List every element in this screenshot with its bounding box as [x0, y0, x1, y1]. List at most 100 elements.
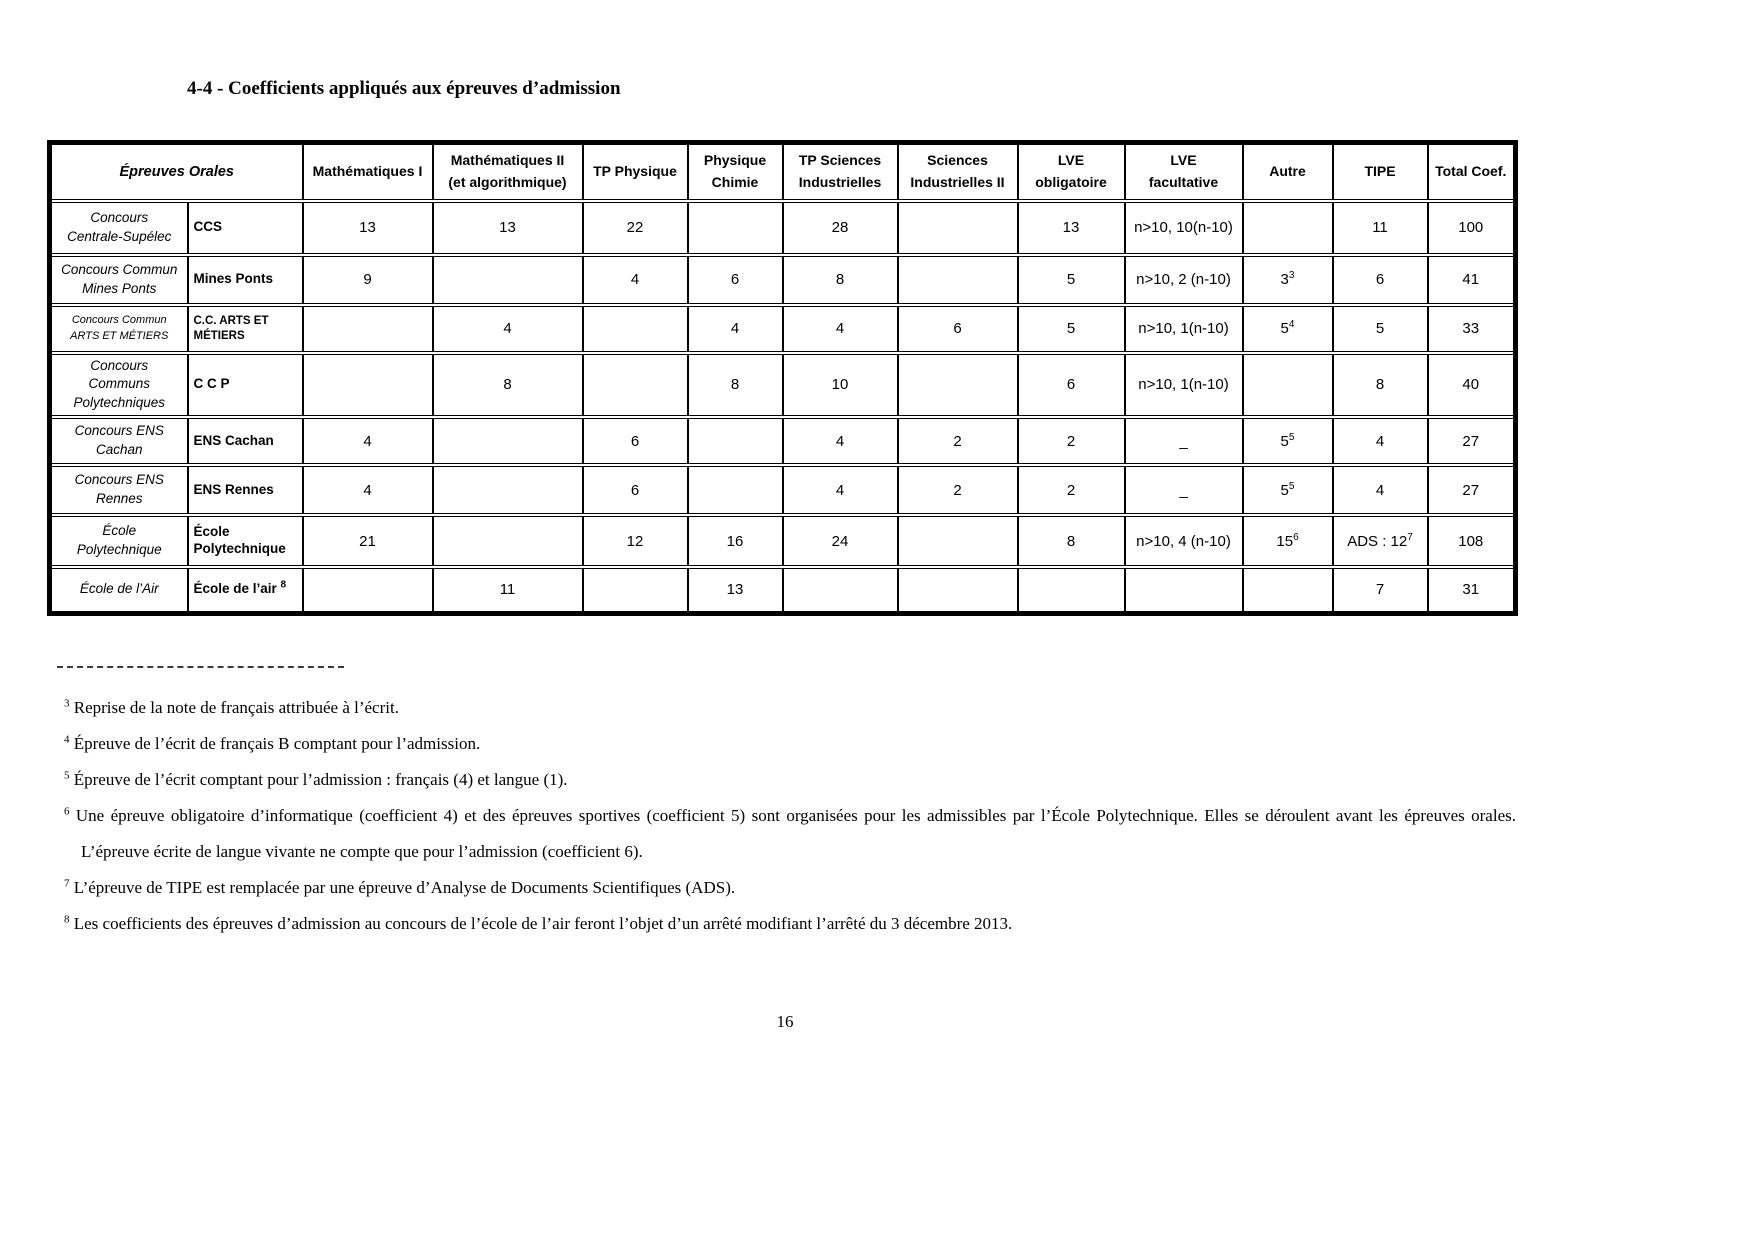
coef-cell: 2 — [896, 415, 1019, 468]
coef-cell: 13 — [301, 198, 434, 257]
column-header: TP Sciences Industrielles — [781, 140, 899, 203]
coef-cell: 8 — [1331, 350, 1429, 420]
footnote: 8 Les coefficients des épreuves d’admiss… — [64, 913, 1013, 933]
footnote-number: 7 — [64, 877, 70, 890]
coef-cell: 5 — [1016, 252, 1126, 307]
school-name-cell: C.C. ARTS ET MÉTIERS — [186, 302, 304, 355]
coef-cell: 33 — [1426, 302, 1517, 355]
coef-cell: 4 — [301, 463, 434, 518]
coef-cell: 4 — [781, 463, 899, 518]
coef-cell — [896, 350, 1019, 420]
coef-cell — [431, 252, 584, 307]
coef-cell: 11 — [431, 565, 584, 616]
coef-cell: 28 — [781, 198, 899, 257]
coef-cell — [896, 513, 1019, 570]
school-name-cell: C C P — [186, 350, 304, 420]
table-row: Concours Commun Mines Ponts Mines Ponts 9 4… — [48, 252, 1517, 307]
concours-group-cell: Concours ENS Cachan — [48, 415, 189, 468]
coef-cell: 2 — [896, 463, 1019, 518]
column-header: TIPE — [1331, 140, 1429, 203]
coef-cell: 4 — [301, 415, 434, 468]
coef-cell — [896, 198, 1019, 257]
column-header: Mathématiques I — [301, 140, 434, 203]
coef-cell — [431, 513, 584, 570]
coef-cell: n>10, 2 (n-10) — [1123, 252, 1244, 307]
coef-cell: 8 — [781, 252, 899, 307]
coef-cell: 6 — [1331, 252, 1429, 307]
footnote: 7 L’épreuve de TIPE est remplacée par un… — [64, 877, 736, 897]
concours-group-cell: Concours Commun ARTS ET MÉTIERS — [48, 302, 189, 355]
column-header: LVE obligatoire — [1016, 140, 1126, 203]
coef-cell: 16 — [686, 513, 784, 570]
coef-cell — [686, 415, 784, 468]
coef-cell: 2 — [1016, 415, 1126, 468]
coef-cell — [301, 350, 434, 420]
coef-cell: 4 — [686, 302, 784, 355]
coef-cell: 27 — [1426, 415, 1517, 468]
coef-cell: 6 — [581, 463, 689, 518]
coef-cell — [896, 565, 1019, 616]
coef-cell: 2 — [1016, 463, 1126, 518]
page-number: 16 — [776, 1012, 794, 1031]
coefficients-table: Épreuves Orales Mathématiques I Mathématiq… — [47, 140, 1518, 616]
coef-cell: 55 — [1241, 415, 1334, 468]
coef-cell: n>10, 10(n-10) — [1123, 198, 1244, 257]
footnote: 6 Une épreuve obligatoire d’informatique… — [64, 805, 1516, 861]
header-row: Épreuves Orales Mathématiques I Mathématiq… — [48, 140, 1517, 203]
corner-header-epreuves-orales: Épreuves Orales — [48, 140, 304, 203]
coef-cell — [686, 463, 784, 518]
coef-cell — [581, 565, 689, 616]
footnote-number: 6 — [64, 805, 70, 818]
coef-cell: 6 — [686, 252, 784, 307]
coef-cell: 6 — [1016, 350, 1126, 420]
coef-cell: 4 — [581, 252, 689, 307]
coef-cell: 4 — [1331, 415, 1429, 468]
coef-cell — [686, 198, 784, 257]
footnote-number: 4 — [64, 733, 70, 746]
column-header: Total Coef. — [1426, 140, 1517, 203]
table-body: Concours Centrale-Supélec CCS 13 13 22 28 13 n>… — [48, 198, 1517, 616]
coef-cell: n>10, 4 (n-10) — [1123, 513, 1244, 570]
coef-cell: 8 — [431, 350, 584, 420]
coef-cell: n>10, 1(n-10) — [1123, 302, 1244, 355]
coef-cell: 6 — [896, 302, 1019, 355]
coef-cell: 108 — [1426, 513, 1517, 570]
footnote: 5 Épreuve de l’écrit comptant pour l’adm… — [64, 769, 568, 789]
coef-cell: 13 — [686, 565, 784, 616]
page-number-area: 16 — [0, 1012, 1570, 1032]
concours-group-cell: Concours Communs Polytechniques — [48, 350, 189, 420]
coef-cell: 8 — [686, 350, 784, 420]
coef-cell: _ — [1123, 415, 1244, 468]
coef-cell — [581, 302, 689, 355]
table-row: Concours ENS Rennes ENS Rennes 4 6 4 2 2 _ 55 4 27 — [48, 463, 1517, 518]
table-row: Concours Commun ARTS ET MÉTIERS C.C. ARTS… — [48, 302, 1517, 355]
coef-cell — [1241, 350, 1334, 420]
coef-cell: 156 — [1241, 513, 1334, 570]
coef-cell: 40 — [1426, 350, 1517, 420]
coef-cell: 10 — [781, 350, 899, 420]
coef-cell — [431, 415, 584, 468]
column-header: Mathématiques II (et algorithmique) — [431, 140, 584, 203]
coef-cell: 13 — [431, 198, 584, 257]
coef-cell — [301, 565, 434, 616]
coef-cell: 21 — [301, 513, 434, 570]
concours-group-cell: Concours Commun Mines Ponts — [48, 252, 189, 307]
coef-cell: 4 — [781, 302, 899, 355]
coef-cell — [1016, 565, 1126, 616]
coef-cell: 6 — [581, 415, 689, 468]
coef-cell — [896, 252, 1019, 307]
coef-cell — [431, 463, 584, 518]
footnote: 4 Épreuve de l’écrit de français B compt… — [64, 733, 481, 753]
school-name-cell: CCS — [186, 198, 304, 257]
coef-cell — [1123, 565, 1244, 616]
column-header: Physique Chimie — [686, 140, 784, 203]
concours-group-cell: École de l’Air — [48, 565, 189, 616]
coef-cell: 27 — [1426, 463, 1517, 518]
coef-cell — [1241, 198, 1334, 257]
column-header: Autre — [1241, 140, 1334, 203]
footnote-number: 8 — [64, 913, 70, 926]
column-header: TP Physique — [581, 140, 689, 203]
school-name-cell: ENS Rennes — [186, 463, 304, 518]
coef-cell: 4 — [1331, 463, 1429, 518]
coef-cell — [301, 302, 434, 355]
